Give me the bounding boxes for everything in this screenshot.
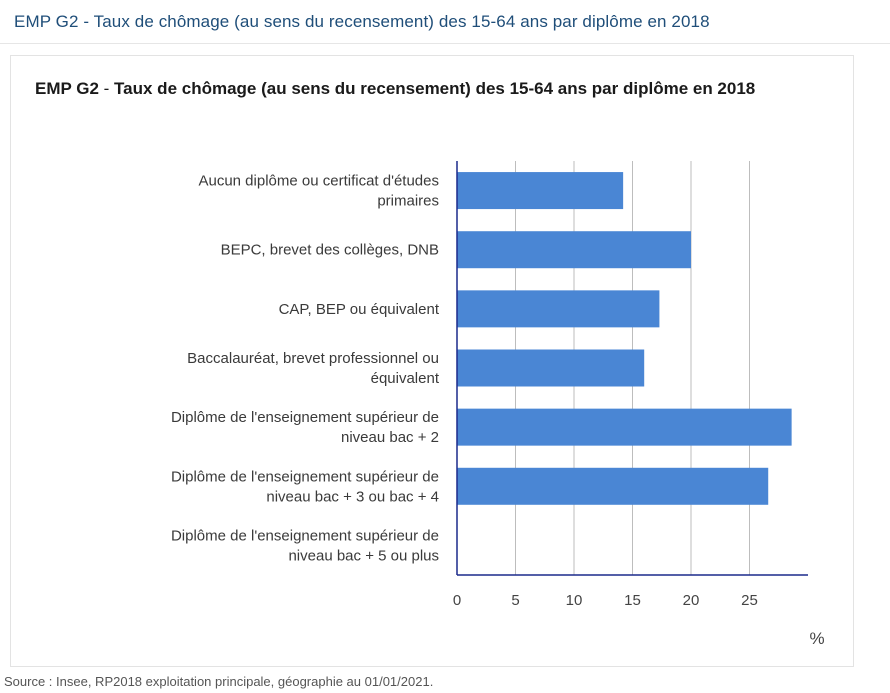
x-tick-label-25: 25	[741, 592, 758, 609]
bar-chart: 0 5 10 15 20 25% Aucun diplôme ou certificat d…	[171, 161, 825, 648]
chart-title-text: Taux de chômage (au sens du recensement)…	[114, 79, 756, 98]
header-divider	[0, 43, 890, 44]
category-label-1: Aucun diplôme ou certificat d'études prim…	[198, 173, 439, 210]
bar-2	[457, 231, 691, 269]
chart-title: EMP G2 - Taux de chômage (au sens du rec…	[35, 78, 835, 100]
bar-3	[457, 290, 660, 328]
category-label-7: Diplôme de l'enseignement supérieur de ni…	[171, 527, 439, 564]
bar-1	[457, 172, 624, 210]
category-label-3: CAP, BEP ou équivalent	[279, 301, 440, 318]
chart-title-separator: -	[98, 79, 115, 98]
category-label-5: Diplôme de l'enseignement supérieur de ni…	[171, 409, 439, 446]
bar-5	[457, 408, 792, 446]
x-tick-label-0: 0	[453, 592, 461, 609]
x-tick-label-15: 15	[624, 592, 641, 609]
category-label-2: BEPC, brevet des collèges, DNB	[221, 242, 439, 259]
x-axis-unit: %	[809, 629, 824, 648]
x-tick-label-20: 20	[683, 592, 700, 609]
category-label-4: Baccalauréat, brevet professionnel ou équ…	[187, 350, 440, 387]
x-tick-label-5: 5	[511, 592, 519, 609]
category-label-6: Diplôme de l'enseignement supérieur de ni…	[171, 468, 439, 505]
x-tick-label-10: 10	[566, 592, 583, 609]
bar-6	[457, 467, 769, 505]
chart-panel: EMP G2 - Taux de chômage (au sens du rec…	[10, 55, 854, 667]
chart-title-code: EMP G2	[35, 79, 99, 98]
page-header: EMP G2 - Taux de chômage (au sens du rec…	[14, 12, 710, 31]
source-note: Source : Insee, RP2018 exploitation prin…	[4, 674, 434, 689]
bar-4	[457, 349, 645, 387]
